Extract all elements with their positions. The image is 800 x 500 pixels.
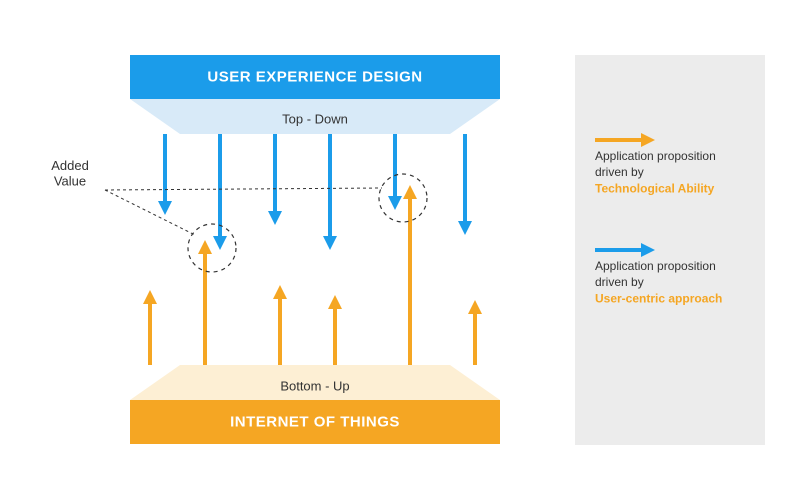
diagram-stage: USER EXPERIENCE DESIGN Top - Down Bottom -…: [0, 0, 800, 500]
legend-item-line2: driven by: [595, 165, 644, 179]
legend-item-line1: Application proposition: [595, 259, 716, 273]
diagram-svg: USER EXPERIENCE DESIGN Top - Down Bottom -…: [0, 0, 800, 500]
added-value-circle-1: [379, 174, 427, 222]
arrow-head-blue-0: [158, 201, 172, 215]
arrow-head-blue-5: [458, 221, 472, 235]
added-value-leader-0: [105, 190, 195, 235]
arrow-head-orange-4: [403, 185, 417, 199]
added-value-leader-1: [105, 188, 382, 190]
legend-item-line1: Application proposition: [595, 149, 716, 163]
arrow-head-orange-3: [328, 295, 342, 309]
arrow-head-blue-3: [323, 236, 337, 250]
added-value-circle-0: [188, 224, 236, 272]
arrow-head-blue-1: [213, 236, 227, 250]
legend-item-highlight: User-centric approach: [595, 291, 722, 305]
legend-item-highlight: Technological Ability: [595, 181, 715, 195]
bottom-trapezoid-label: Bottom - Up: [280, 378, 349, 393]
arrow-head-orange-5: [468, 300, 482, 314]
arrow-head-blue-2: [268, 211, 282, 225]
bottom-band-label: INTERNET OF THINGS: [230, 414, 400, 431]
arrow-head-orange-2: [273, 285, 287, 299]
top-band-label: USER EXPERIENCE DESIGN: [207, 69, 422, 86]
arrow-head-blue-4: [388, 196, 402, 210]
added-value-label: AddedValue: [51, 158, 89, 189]
legend-item-line2: driven by: [595, 275, 644, 289]
arrow-head-orange-0: [143, 290, 157, 304]
arrow-head-orange-1: [198, 240, 212, 254]
top-trapezoid-label: Top - Down: [282, 111, 348, 126]
